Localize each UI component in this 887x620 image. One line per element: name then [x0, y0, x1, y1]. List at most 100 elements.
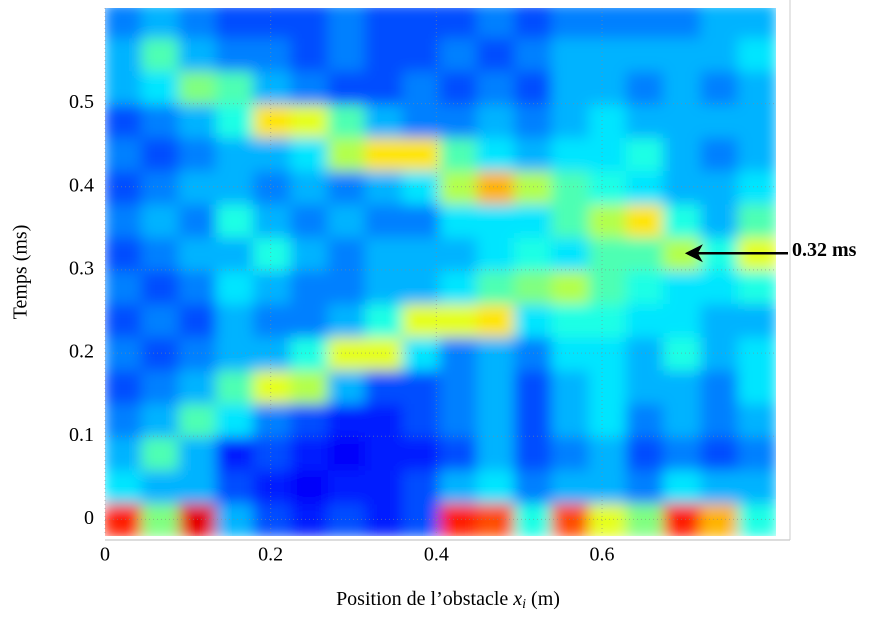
heatmap-cell: [327, 102, 367, 138]
heatmap-cell: [364, 102, 405, 138]
heatmap-cell: [551, 8, 591, 39]
heatmap-cell: [141, 435, 181, 471]
heatmap-cell: [737, 368, 776, 404]
heatmap-cell: [700, 435, 740, 471]
heatmap-cell: [178, 501, 218, 536]
heatmap-cell: [514, 8, 554, 39]
heatmap-cell: [364, 135, 405, 172]
heatmap-cell: [663, 8, 703, 39]
heatmap-cell: [215, 468, 256, 504]
heatmap-cell: [327, 268, 367, 305]
heatmap-cell: [551, 36, 591, 72]
heatmap-cell: [737, 468, 776, 504]
heatmap-cell: [215, 435, 256, 471]
heatmap-cell: [402, 468, 442, 504]
heatmap-cell: [663, 102, 703, 138]
heatmap-cell: [364, 335, 405, 371]
heatmap-cell: [402, 302, 442, 338]
heatmap-cell: [105, 335, 144, 371]
heatmap-cell: [105, 268, 144, 305]
heatmap-cell: [663, 435, 703, 471]
heatmap-cell: [253, 69, 293, 105]
heatmap-cell: [215, 235, 256, 271]
heatmap-cell: [253, 435, 293, 471]
heatmap-cell: [141, 135, 181, 172]
heatmap-cell: [364, 302, 405, 338]
heatmap-cell: [290, 135, 330, 172]
heatmap-cell: [625, 202, 666, 238]
heatmap-cell: [700, 36, 740, 72]
heatmap-cell: [625, 468, 666, 504]
heatmap-cell: [737, 8, 776, 39]
heatmap-cell: [700, 202, 740, 238]
y-tick-label: 0.1: [69, 424, 94, 446]
heatmap-cell: [588, 202, 628, 238]
heatmap-cell: [439, 202, 479, 238]
heatmap-cell: [588, 36, 628, 72]
annotation-arrowhead: [684, 244, 703, 263]
heatmap-cell: [178, 36, 218, 72]
heatmap-cell: [439, 8, 479, 39]
heatmap-cell: [625, 435, 666, 471]
heatmap-cell: [663, 468, 703, 504]
heatmap-cell: [476, 335, 517, 371]
heatmap-cell: [514, 302, 554, 338]
heatmap-cell: [364, 169, 405, 205]
heatmap-cell: [551, 235, 591, 271]
heatmap-cell: [364, 36, 405, 72]
heatmap-cell: [327, 401, 367, 438]
y-tick-label: 0.5: [69, 91, 94, 113]
x-axis-label-text: Position de l’obstacle: [336, 588, 508, 610]
heatmap-cell: [327, 468, 367, 504]
heatmap-cell: [663, 36, 703, 72]
heatmap-cell: [588, 69, 628, 105]
heatmap-cell: [327, 169, 367, 205]
y-tick-label: 0: [84, 507, 94, 529]
heatmap-cell: [700, 302, 740, 338]
heatmap-cell: [439, 368, 479, 404]
heatmap: [105, 8, 776, 536]
heatmap-cell: [439, 335, 479, 371]
heatmap-cell: [364, 69, 405, 105]
heatmap-cell: [402, 235, 442, 271]
heatmap-cell: [290, 302, 330, 338]
heatmap-cell: [364, 268, 405, 305]
heatmap-cell: [105, 468, 144, 504]
heatmap-cell: [141, 468, 181, 504]
heatmap-cell: [105, 135, 144, 172]
heatmap-cell: [141, 169, 181, 205]
heatmap-cell: [476, 235, 517, 271]
heatmap-cell: [141, 202, 181, 238]
heatmap-cell: [402, 8, 442, 39]
heatmap-cell: [290, 368, 330, 404]
heatmap-cell: [215, 368, 256, 404]
heatmap-cell: [737, 302, 776, 338]
heatmap-cell: [178, 135, 218, 172]
heatmap-cell: [663, 135, 703, 172]
heatmap-cell: [253, 268, 293, 305]
heatmap-cell: [663, 69, 703, 105]
heatmap-cell: [178, 69, 218, 105]
heatmap-cell: [141, 102, 181, 138]
heatmap-cell: [514, 69, 554, 105]
heatmap-cell: [253, 135, 293, 172]
heatmap-cell: [178, 8, 218, 39]
heatmap-cell: [253, 235, 293, 271]
heatmap-cell: [178, 368, 218, 404]
heatmap-cell: [737, 102, 776, 138]
heatmap-cell: [178, 468, 218, 504]
heatmap-cell: [588, 268, 628, 305]
heatmap-cell: [625, 368, 666, 404]
heatmap-cell: [700, 102, 740, 138]
heatmap-cell: [178, 169, 218, 205]
heatmap-cell: [178, 102, 218, 138]
heatmap-cell: [105, 501, 144, 536]
heatmap-cell: [551, 368, 591, 404]
heatmap-cell: [439, 102, 479, 138]
heatmap-cell: [253, 169, 293, 205]
heatmap-cell: [663, 368, 703, 404]
heatmap-cell: [476, 135, 517, 172]
heatmap-cell: [290, 435, 330, 471]
heatmap-cell: [141, 268, 181, 305]
